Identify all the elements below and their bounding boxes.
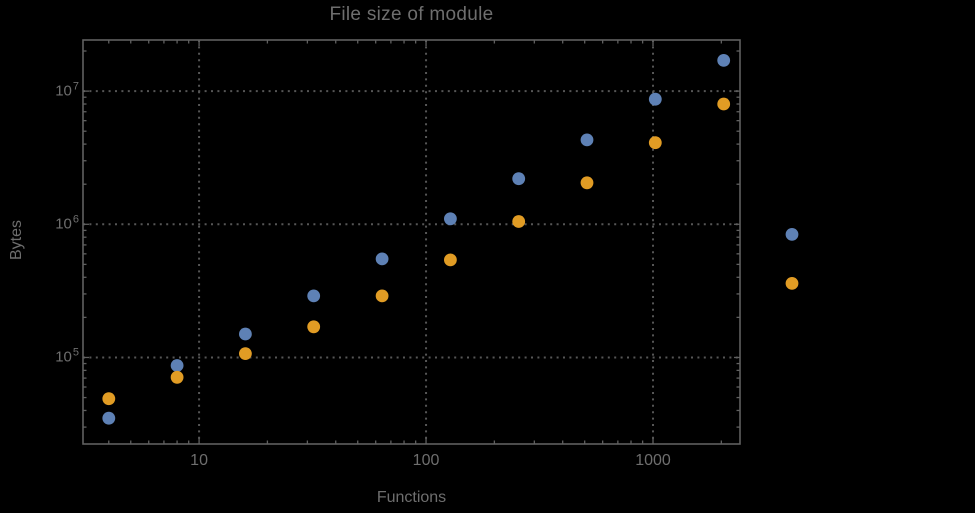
data-point-series-2-orange-x256 [512, 215, 526, 228]
data-point-series-2-orange-x4096 [785, 277, 799, 290]
plot-frame [82, 39, 741, 445]
data-point-series-1-blue-x8 [170, 359, 184, 372]
y-tick-base: 10 [55, 215, 72, 233]
x-tick-label-1000: 1000 [635, 452, 671, 469]
data-point-series-2-orange-x1024 [648, 136, 662, 150]
data-point-series-2-orange-x64 [375, 289, 389, 303]
x-tick-label-10: 10 [190, 452, 208, 469]
y-tick-exponent: 5 [72, 346, 79, 359]
data-point-series-1-blue-x16 [239, 327, 252, 341]
y-tick-exponent: 7 [72, 80, 79, 93]
y-tick-exponent: 6 [72, 213, 79, 226]
y-tick-base: 10 [55, 82, 72, 100]
data-point-series-1-blue-x2048 [717, 54, 731, 67]
data-point-series-2-orange-x512 [580, 176, 594, 190]
data-point-series-1-blue-x4 [102, 411, 116, 425]
chart-title: File size of module [329, 4, 494, 25]
data-point-series-2-orange-x4 [102, 392, 116, 406]
x-axis-label: Functions [376, 489, 447, 506]
data-point-series-2-orange-x2048 [717, 97, 731, 111]
y-tick-label-10e7: 107 [55, 80, 79, 100]
data-point-series-1-blue-x128 [444, 212, 457, 226]
data-point-series-1-blue-x64 [375, 252, 389, 266]
data-point-series-1-blue-x512 [580, 133, 594, 147]
data-point-series-1-blue-x256 [512, 172, 526, 186]
data-point-series-2-orange-x8 [170, 370, 184, 384]
data-point-series-1-blue-x1024 [648, 92, 662, 106]
y-tick-base: 10 [55, 348, 72, 366]
x-tick-label-100: 100 [412, 452, 440, 469]
data-point-series-1-blue-x4096 [785, 228, 799, 241]
data-point-series-2-orange-x128 [444, 253, 457, 267]
data-point-series-2-orange-x32 [307, 320, 321, 334]
y-tick-label-10e5: 105 [55, 346, 79, 366]
y-tick-label-10e6: 106 [55, 213, 79, 233]
data-point-series-1-blue-x32 [307, 289, 321, 303]
data-point-series-2-orange-x16 [239, 347, 252, 360]
